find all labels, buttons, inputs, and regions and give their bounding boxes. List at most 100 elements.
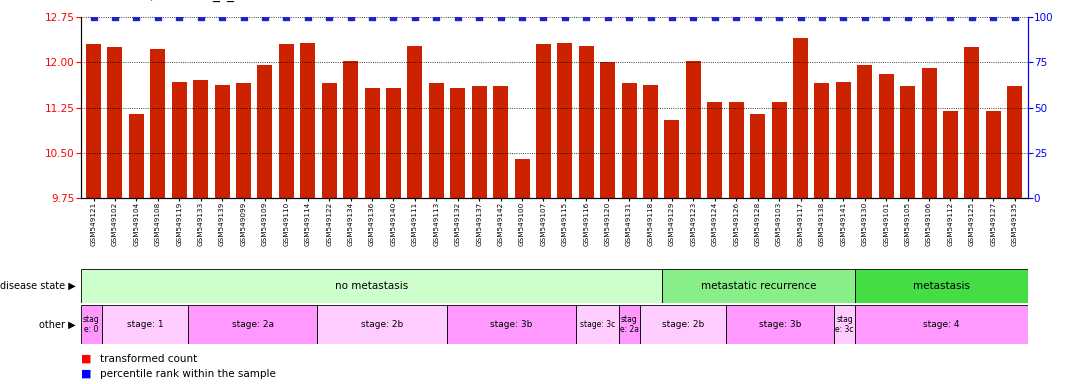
Text: metastasis: metastasis <box>914 281 969 291</box>
Point <box>792 14 809 20</box>
Bar <box>386 88 401 198</box>
Bar <box>943 111 958 198</box>
Bar <box>81 269 662 303</box>
Bar <box>194 81 208 198</box>
Point <box>706 14 723 20</box>
Bar <box>640 305 726 344</box>
Bar <box>536 44 551 198</box>
Bar <box>322 83 337 198</box>
Bar <box>129 114 144 198</box>
Bar <box>450 88 465 198</box>
Bar <box>81 305 102 344</box>
Text: stag
e: 3c: stag e: 3c <box>835 315 854 334</box>
Bar <box>514 159 529 198</box>
Bar <box>728 101 744 198</box>
Bar <box>622 83 637 198</box>
Point <box>278 14 295 20</box>
Bar <box>793 38 808 198</box>
Point <box>920 14 937 20</box>
Text: ■: ■ <box>81 354 91 364</box>
Bar <box>600 62 615 198</box>
Bar <box>726 305 834 344</box>
Point <box>985 14 1002 20</box>
Point <box>1006 14 1023 20</box>
Bar <box>855 305 1028 344</box>
Text: stage: 1: stage: 1 <box>127 320 164 329</box>
Bar <box>901 86 915 198</box>
Point <box>878 14 895 20</box>
Point <box>235 14 252 20</box>
Bar <box>102 305 188 344</box>
Text: transformed count: transformed count <box>100 354 197 364</box>
Point <box>407 14 424 20</box>
Text: stag
e: 2a: stag e: 2a <box>620 315 639 334</box>
Bar <box>86 44 101 198</box>
Point <box>770 14 788 20</box>
Point <box>556 14 574 20</box>
Bar <box>214 85 229 198</box>
Bar <box>557 43 572 198</box>
Point <box>85 14 102 20</box>
Bar <box>493 86 508 198</box>
Text: ■: ■ <box>81 369 91 379</box>
Bar <box>576 305 619 344</box>
Bar <box>834 305 855 344</box>
Bar <box>836 82 851 198</box>
Point <box>213 14 230 20</box>
Point <box>835 14 852 20</box>
Bar <box>188 305 317 344</box>
Point <box>513 14 530 20</box>
Point <box>385 14 402 20</box>
Point <box>578 14 595 20</box>
Point <box>342 14 359 20</box>
Bar <box>707 101 722 198</box>
Point <box>427 14 444 20</box>
Bar <box>257 65 272 198</box>
Point <box>621 14 638 20</box>
Bar <box>662 269 855 303</box>
Bar <box>921 68 936 198</box>
Text: percentile rank within the sample: percentile rank within the sample <box>100 369 275 379</box>
Text: stage: 2b: stage: 2b <box>360 320 404 329</box>
Point <box>107 14 124 20</box>
Bar <box>236 83 251 198</box>
Point <box>321 14 338 20</box>
Point <box>942 14 959 20</box>
Point <box>150 14 167 20</box>
Bar <box>619 305 640 344</box>
Bar <box>643 85 659 198</box>
Bar <box>279 44 294 198</box>
Point <box>856 14 874 20</box>
Text: stage: 2b: stage: 2b <box>662 320 705 329</box>
Point <box>364 14 381 20</box>
Text: metastatic recurrence: metastatic recurrence <box>700 281 817 291</box>
Point <box>535 14 552 20</box>
Bar <box>317 305 447 344</box>
Bar <box>685 61 700 198</box>
Point <box>256 14 273 20</box>
Bar <box>172 82 187 198</box>
Bar <box>365 88 380 198</box>
Text: GDS4718 / 201119_s_at: GDS4718 / 201119_s_at <box>81 0 247 2</box>
Bar <box>1007 86 1022 198</box>
Bar <box>108 47 123 198</box>
Bar <box>858 65 873 198</box>
Text: stag
e: 0: stag e: 0 <box>83 315 100 334</box>
Bar <box>429 83 443 198</box>
Text: stage: 2a: stage: 2a <box>231 320 274 329</box>
Point <box>492 14 509 20</box>
Point <box>963 14 980 20</box>
Point <box>684 14 702 20</box>
Text: stage: 3c: stage: 3c <box>580 320 614 329</box>
Point <box>128 14 145 20</box>
Text: other ▶: other ▶ <box>39 319 75 329</box>
Point <box>642 14 660 20</box>
Point <box>900 14 917 20</box>
Bar <box>579 46 594 198</box>
Bar <box>447 305 576 344</box>
Text: no metastasis: no metastasis <box>335 281 408 291</box>
Bar <box>964 47 979 198</box>
Point <box>449 14 466 20</box>
Point <box>299 14 316 20</box>
Text: stage: 3b: stage: 3b <box>490 320 533 329</box>
